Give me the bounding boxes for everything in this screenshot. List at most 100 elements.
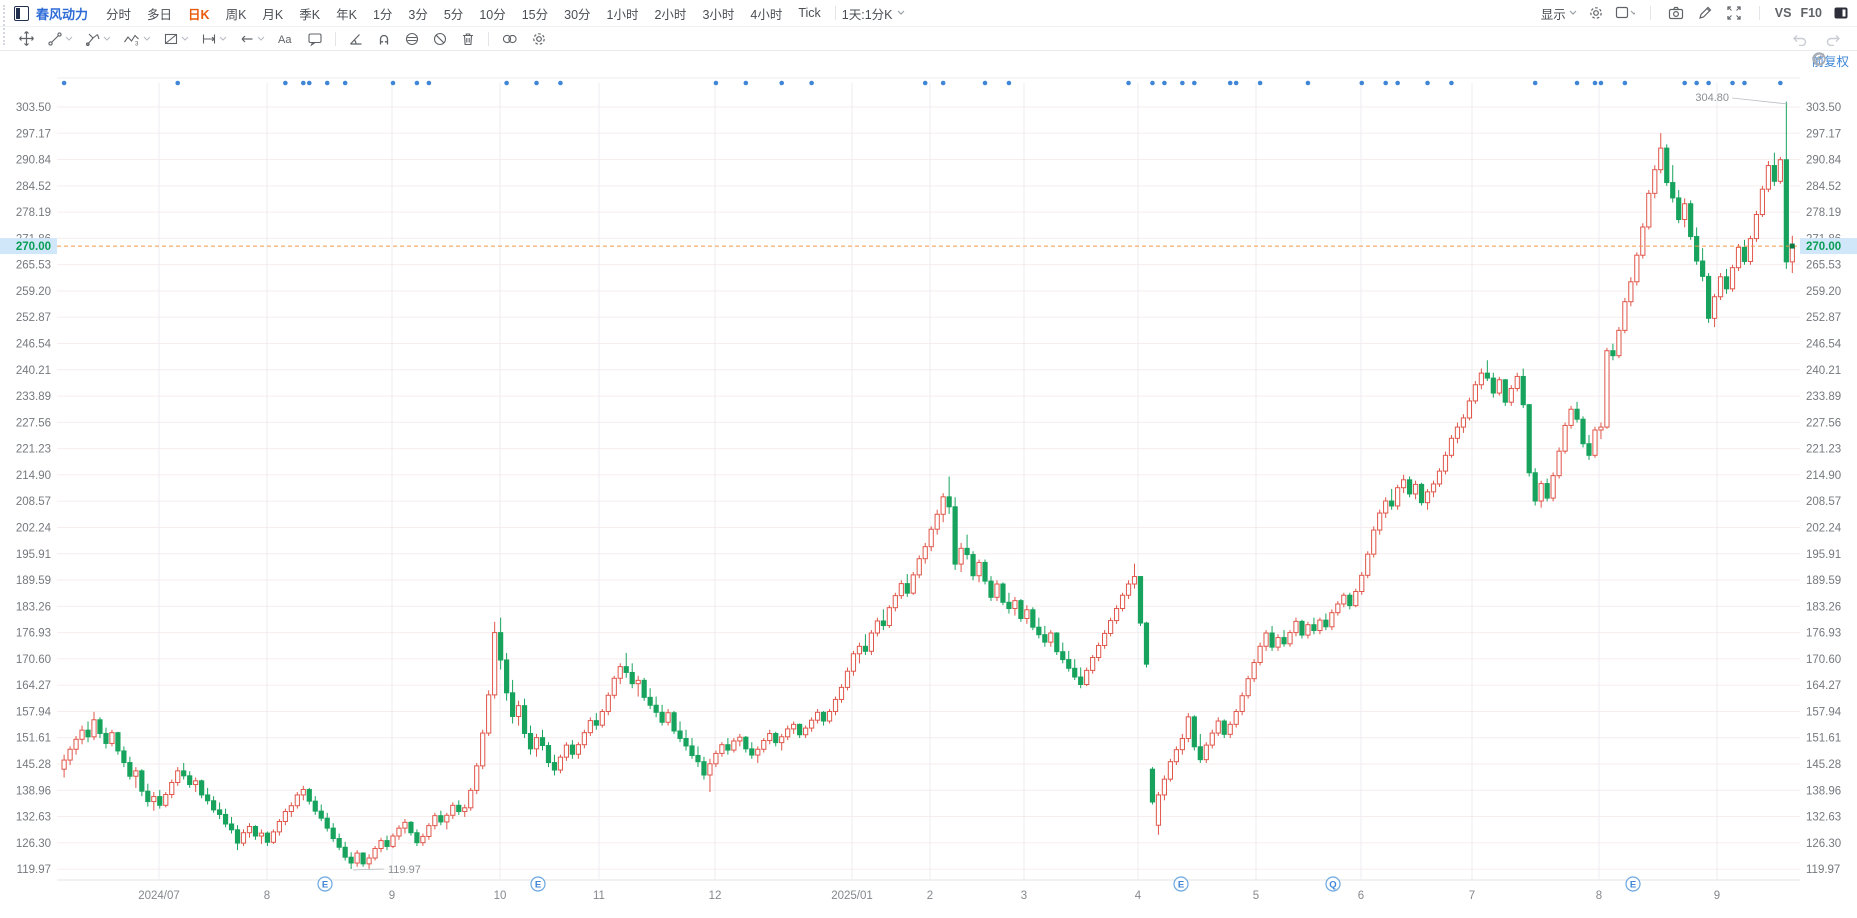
event-dot[interactable]	[1574, 80, 1580, 86]
layout-selector-icon[interactable]	[1615, 3, 1635, 23]
trend-line-tool[interactable]	[43, 28, 77, 50]
event-dot[interactable]	[1532, 80, 1538, 86]
report-marker-E[interactable]	[317, 876, 333, 892]
report-marker-E[interactable]	[1173, 876, 1189, 892]
angle-tool[interactable]	[344, 28, 368, 50]
event-dot[interactable]	[1359, 80, 1365, 86]
fullscreen-expand-icon[interactable]	[1724, 3, 1744, 23]
arrow-tool[interactable]	[235, 28, 269, 50]
ban-tool[interactable]	[428, 28, 452, 50]
event-dot[interactable]	[1425, 80, 1430, 86]
event-dot[interactable]	[1730, 80, 1735, 86]
event-dot[interactable]	[1257, 80, 1263, 86]
drawing-settings-icon[interactable]	[527, 28, 551, 50]
event-dot[interactable]	[342, 80, 348, 86]
event-dot[interactable]	[922, 80, 928, 86]
event-dot[interactable]	[301, 80, 306, 86]
event-dot[interactable]	[1742, 80, 1747, 86]
event-dot[interactable]	[283, 80, 288, 86]
event-dot[interactable]	[982, 80, 988, 86]
stock-name[interactable]: 春风动力	[36, 6, 89, 22]
tab-Tick[interactable]: Tick	[798, 6, 821, 20]
event-dot[interactable]	[426, 80, 432, 86]
event-dot[interactable]	[534, 80, 539, 86]
delete-tool[interactable]	[456, 28, 480, 50]
event-dot[interactable]	[1682, 80, 1687, 86]
report-marker-E[interactable]	[1625, 876, 1641, 892]
tab-月K[interactable]: 月K	[262, 7, 284, 22]
event-dot[interactable]	[940, 80, 946, 86]
event-dot[interactable]	[1622, 80, 1628, 86]
tab-4小时[interactable]: 4小时	[750, 7, 783, 22]
event-dot[interactable]	[504, 80, 509, 86]
undo-icon[interactable]	[1789, 29, 1809, 49]
report-marker-E[interactable]	[530, 876, 546, 892]
event-dot[interactable]	[306, 80, 312, 86]
draw-pencil-icon[interactable]	[1695, 3, 1715, 23]
event-dot[interactable]	[414, 80, 420, 86]
tab-季K[interactable]: 季K	[299, 7, 321, 22]
event-dot[interactable]	[61, 80, 67, 86]
right-panel-toggle-icon[interactable]	[1831, 3, 1851, 23]
tab-多日[interactable]: 多日	[147, 7, 173, 22]
event-dot[interactable]	[1383, 80, 1388, 86]
event-dot[interactable]	[1706, 80, 1711, 86]
panel-drag-handle[interactable]	[3, 5, 8, 45]
move-tool[interactable]	[14, 28, 39, 50]
magnet-tool[interactable]	[372, 28, 396, 50]
vs-compare-button[interactable]: VS	[1774, 6, 1792, 20]
event-dot[interactable]	[809, 80, 814, 86]
tab-周K[interactable]: 周K	[225, 7, 247, 22]
event-dot[interactable]	[390, 80, 396, 86]
tab-年K[interactable]: 年K	[336, 7, 357, 22]
report-marker-Q[interactable]	[1325, 876, 1341, 892]
event-dot[interactable]	[1192, 80, 1197, 86]
event-dot[interactable]	[713, 80, 719, 86]
event-dot[interactable]	[743, 80, 749, 86]
f10-fundamentals-button[interactable]: F10	[1800, 6, 1822, 20]
event-dot[interactable]	[1449, 80, 1454, 86]
event-dot[interactable]	[1305, 80, 1311, 86]
chart-svg[interactable]: 303.50 303.50 297.17 297.17 290.84 290.84 284.…	[0, 50, 1857, 918]
event-dot[interactable]	[779, 80, 784, 86]
zoom-in-icon[interactable]	[1811, 51, 1827, 67]
tab-15分[interactable]: 15分	[521, 7, 549, 22]
display-menu[interactable]: 显示	[1541, 4, 1577, 23]
tab-1小时[interactable]: 1小时	[606, 7, 639, 22]
event-dot[interactable]	[1150, 80, 1155, 86]
tab-5分[interactable]: 5分	[443, 7, 464, 22]
wave-tool[interactable]: 3	[119, 28, 155, 50]
event-dot[interactable]	[1395, 80, 1400, 86]
event-dot[interactable]	[558, 80, 563, 86]
measure-tool[interactable]	[197, 28, 231, 50]
tab-1分[interactable]: 1分	[372, 7, 393, 22]
event-dot[interactable]	[1006, 80, 1012, 86]
event-dot[interactable]	[1592, 80, 1598, 86]
event-dot[interactable]	[1778, 80, 1783, 86]
continuous-drawing-tool[interactable]	[497, 28, 523, 50]
event-dot[interactable]	[1227, 80, 1233, 86]
candlestick-chart-area[interactable]: 303.50 303.50 297.17 297.17 290.84 290.84 284.…	[0, 50, 1857, 918]
tab-分时[interactable]: 分时	[106, 7, 132, 22]
pitchfork-tool[interactable]	[81, 28, 115, 50]
event-dot[interactable]	[1233, 80, 1239, 86]
comment-tool[interactable]	[303, 28, 327, 50]
settings-gear-icon[interactable]	[1586, 3, 1606, 23]
event-dot[interactable]	[1162, 80, 1167, 86]
custom-period-selector[interactable]: 1天:1分K	[842, 4, 905, 23]
event-dot[interactable]	[1598, 80, 1604, 86]
event-dot[interactable]	[324, 80, 330, 86]
event-dot[interactable]	[175, 80, 181, 86]
tab-30分[interactable]: 30分	[564, 7, 591, 22]
text-tool[interactable]: Aa	[273, 28, 299, 50]
tab-日K[interactable]: 日K	[188, 7, 210, 22]
event-dot[interactable]	[1694, 80, 1699, 86]
app-logo-icon[interactable]	[14, 5, 29, 21]
tab-2小时[interactable]: 2小时	[654, 7, 687, 22]
redo-icon[interactable]	[1823, 29, 1843, 49]
hide-drawings-tool[interactable]	[400, 28, 424, 50]
screenshot-camera-icon[interactable]	[1666, 3, 1686, 23]
tab-10分[interactable]: 10分	[479, 7, 506, 22]
event-dot[interactable]	[1126, 80, 1131, 86]
tab-3分[interactable]: 3分	[408, 7, 428, 22]
